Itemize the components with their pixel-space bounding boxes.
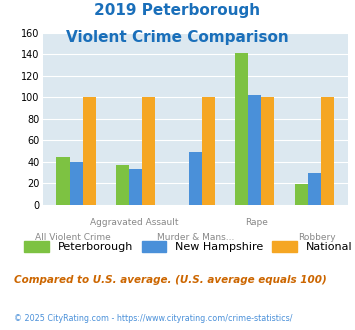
Bar <box>295 184 308 205</box>
Text: Aggravated Assault: Aggravated Assault <box>90 218 179 227</box>
Text: Violent Crime Comparison: Violent Crime Comparison <box>66 30 289 45</box>
Bar <box>235 53 248 205</box>
Text: © 2025 CityRating.com - https://www.cityrating.com/crime-statistics/: © 2025 CityRating.com - https://www.city… <box>14 314 293 323</box>
Bar <box>129 169 142 205</box>
Bar <box>261 97 274 205</box>
Bar <box>248 95 261 205</box>
Bar <box>308 174 321 205</box>
Text: 2019 Peterborough: 2019 Peterborough <box>94 3 261 18</box>
Text: Robbery: Robbery <box>299 233 336 242</box>
Text: Rape: Rape <box>245 218 268 227</box>
Bar <box>202 97 215 205</box>
Bar <box>56 157 70 205</box>
Text: All Violent Crime: All Violent Crime <box>35 233 111 242</box>
Bar <box>83 97 96 205</box>
Text: Murder & Mans...: Murder & Mans... <box>157 233 234 242</box>
Bar <box>70 162 83 205</box>
Bar <box>321 97 334 205</box>
Bar <box>116 165 129 205</box>
Text: Compared to U.S. average. (U.S. average equals 100): Compared to U.S. average. (U.S. average … <box>14 276 327 285</box>
Bar <box>189 152 202 205</box>
Bar <box>142 97 155 205</box>
Legend: Peterborough, New Hampshire, National: Peterborough, New Hampshire, National <box>20 237 355 257</box>
